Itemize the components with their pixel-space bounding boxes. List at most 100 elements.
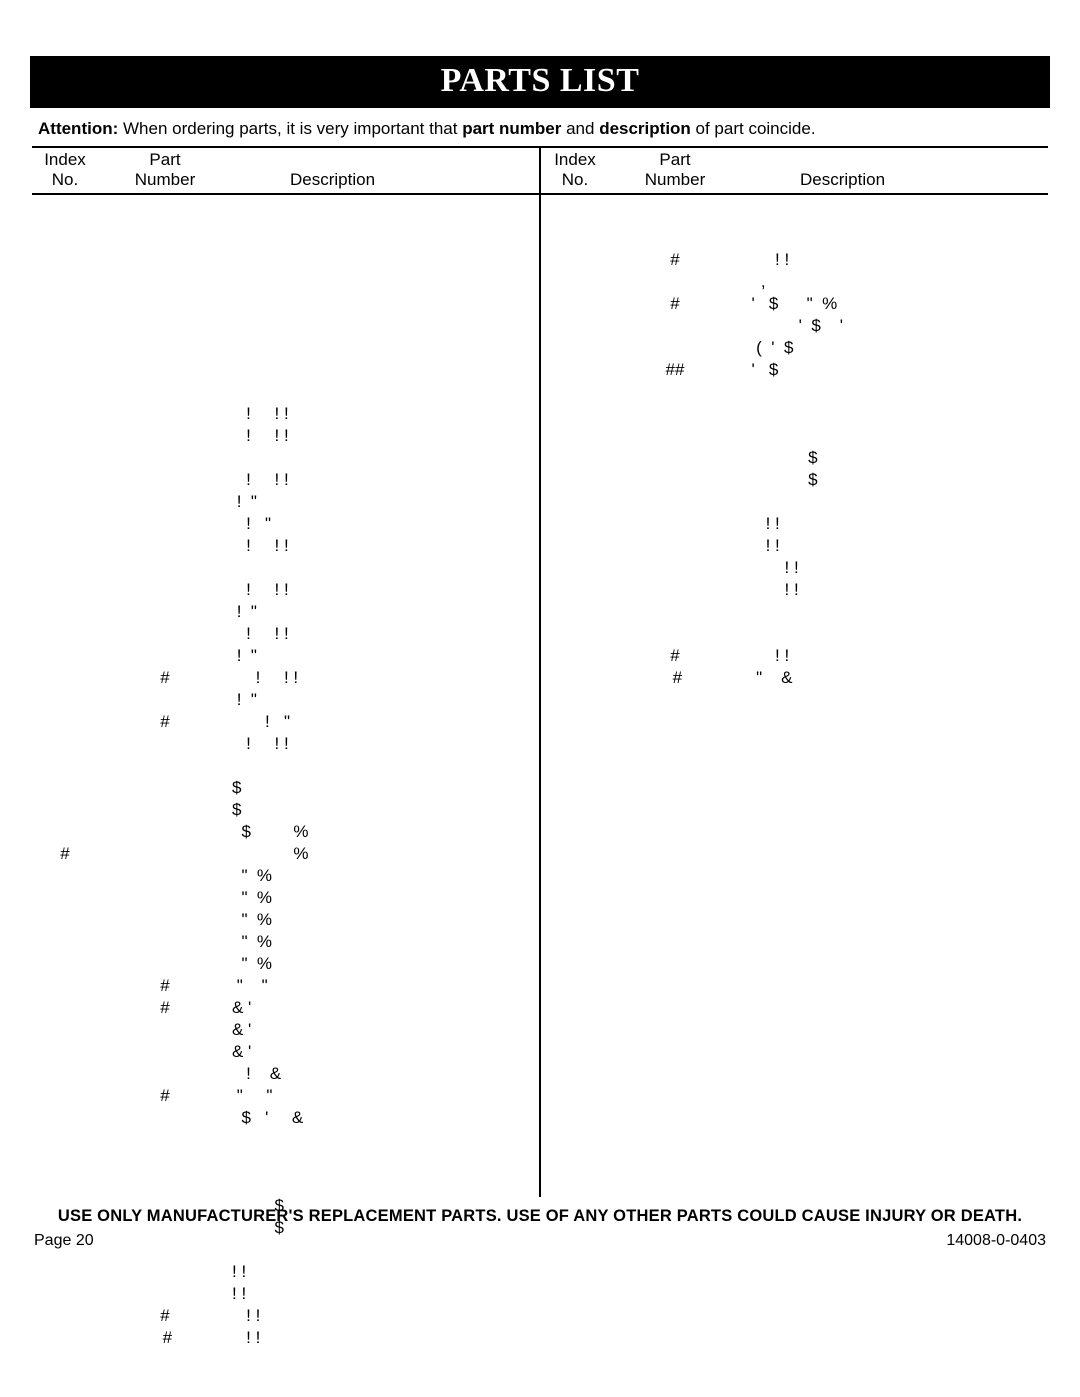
cell-desc: ! ! ! <box>230 403 540 425</box>
cell-index <box>30 1261 100 1283</box>
cell-part <box>100 887 230 909</box>
cell-index <box>30 689 100 711</box>
cell-desc <box>740 425 1050 447</box>
cell-part <box>100 315 230 337</box>
cell-desc: ! ! <box>230 1305 540 1327</box>
cell-index <box>540 315 610 337</box>
table-row: ! ! ! <box>30 623 540 645</box>
table-row: ! ! <box>540 513 1050 535</box>
table-row: & ' <box>30 1019 540 1041</box>
header-desc-right-text: Description <box>800 170 885 190</box>
cell-desc: ! & <box>230 1063 540 1085</box>
table-row <box>30 1173 540 1195</box>
table-row <box>540 491 1050 513</box>
header-part-r1: Part <box>610 150 740 170</box>
cell-part <box>100 777 230 799</box>
cell-desc <box>740 227 1050 249</box>
cell-index <box>30 535 100 557</box>
table-row: ! ! ! <box>30 425 540 447</box>
cell-desc: ! ! <box>740 249 1050 271</box>
cell-desc <box>230 755 540 777</box>
table-row <box>30 1129 540 1151</box>
cell-desc: $ <box>230 1217 540 1239</box>
cell-part <box>100 1261 230 1283</box>
cell-part <box>610 381 740 403</box>
cell-index <box>540 513 610 535</box>
cell-desc <box>230 337 540 359</box>
cell-part <box>100 733 230 755</box>
table-row: $ <box>30 777 540 799</box>
cell-desc <box>230 381 540 403</box>
cell-part <box>100 1195 230 1217</box>
cell-index <box>30 1327 100 1349</box>
cell-part <box>610 315 740 337</box>
cell-desc <box>740 381 1050 403</box>
right-column: # ! ! ,# ' $ " % ' $ ' ( ' $## ' $ $ $ !… <box>540 195 1050 1197</box>
cell-desc: ! ! ! <box>230 579 540 601</box>
cell-index <box>540 645 610 667</box>
attention-text-2: and <box>561 119 599 138</box>
cell-desc <box>740 623 1050 645</box>
table-row: " % <box>30 887 540 909</box>
cell-desc: ! ! <box>740 579 1050 601</box>
table-row: $ <box>30 1195 540 1217</box>
cell-index <box>30 491 100 513</box>
cell-desc: " " <box>230 975 540 997</box>
cell-part <box>100 821 230 843</box>
cell-part <box>100 535 230 557</box>
cell-part <box>100 447 230 469</box>
cell-desc: ! ! ! <box>230 425 540 447</box>
attention-bold-2: description <box>599 119 691 138</box>
table-row: ' $ ' <box>540 315 1050 337</box>
cell-index <box>540 667 610 689</box>
cell-index: # <box>30 843 100 865</box>
cell-desc: ! ! ! <box>230 667 540 689</box>
cell-index <box>30 1195 100 1217</box>
cell-part <box>610 491 740 513</box>
table-row: ! ! ! <box>30 469 540 491</box>
cell-index <box>30 865 100 887</box>
table-row: $ ' & <box>30 1107 540 1129</box>
cell-desc: ! " <box>230 689 540 711</box>
cell-part: # <box>610 645 740 667</box>
cell-part <box>100 1151 230 1173</box>
cell-desc: ' $ " % <box>740 293 1050 315</box>
cell-part <box>100 513 230 535</box>
cell-part <box>100 579 230 601</box>
cell-desc: $ <box>740 469 1050 491</box>
cell-part <box>610 271 740 293</box>
cell-index <box>540 623 610 645</box>
cell-index <box>30 1129 100 1151</box>
cell-part <box>610 447 740 469</box>
cell-part <box>100 359 230 381</box>
cell-part <box>100 403 230 425</box>
cell-index <box>30 227 100 249</box>
cell-index <box>30 337 100 359</box>
cell-desc: $ <box>230 1195 540 1217</box>
table-row: ! " <box>30 645 540 667</box>
cell-part: # <box>100 1085 230 1107</box>
table-row <box>30 337 540 359</box>
cell-part <box>100 689 230 711</box>
cell-desc: " & <box>740 667 1050 689</box>
cell-index <box>30 953 100 975</box>
cell-part <box>610 469 740 491</box>
table-row: $ <box>540 469 1050 491</box>
cell-desc <box>230 557 540 579</box>
table-row: ! ! ! <box>30 579 540 601</box>
cell-index <box>30 447 100 469</box>
cell-part <box>100 953 230 975</box>
cell-part <box>100 931 230 953</box>
page-title: PARTS LIST <box>441 62 640 99</box>
cell-part <box>100 1107 230 1129</box>
cell-desc: ! ! ! <box>230 623 540 645</box>
cell-desc: ! ! <box>740 513 1050 535</box>
cell-part <box>100 1173 230 1195</box>
cell-index <box>540 381 610 403</box>
cell-part <box>610 623 740 645</box>
table-row: ! ! <box>540 557 1050 579</box>
header-part-l2: Number <box>100 170 230 190</box>
cell-desc <box>230 293 540 315</box>
table-row <box>30 359 540 381</box>
table-row: #& ' <box>30 997 540 1019</box>
